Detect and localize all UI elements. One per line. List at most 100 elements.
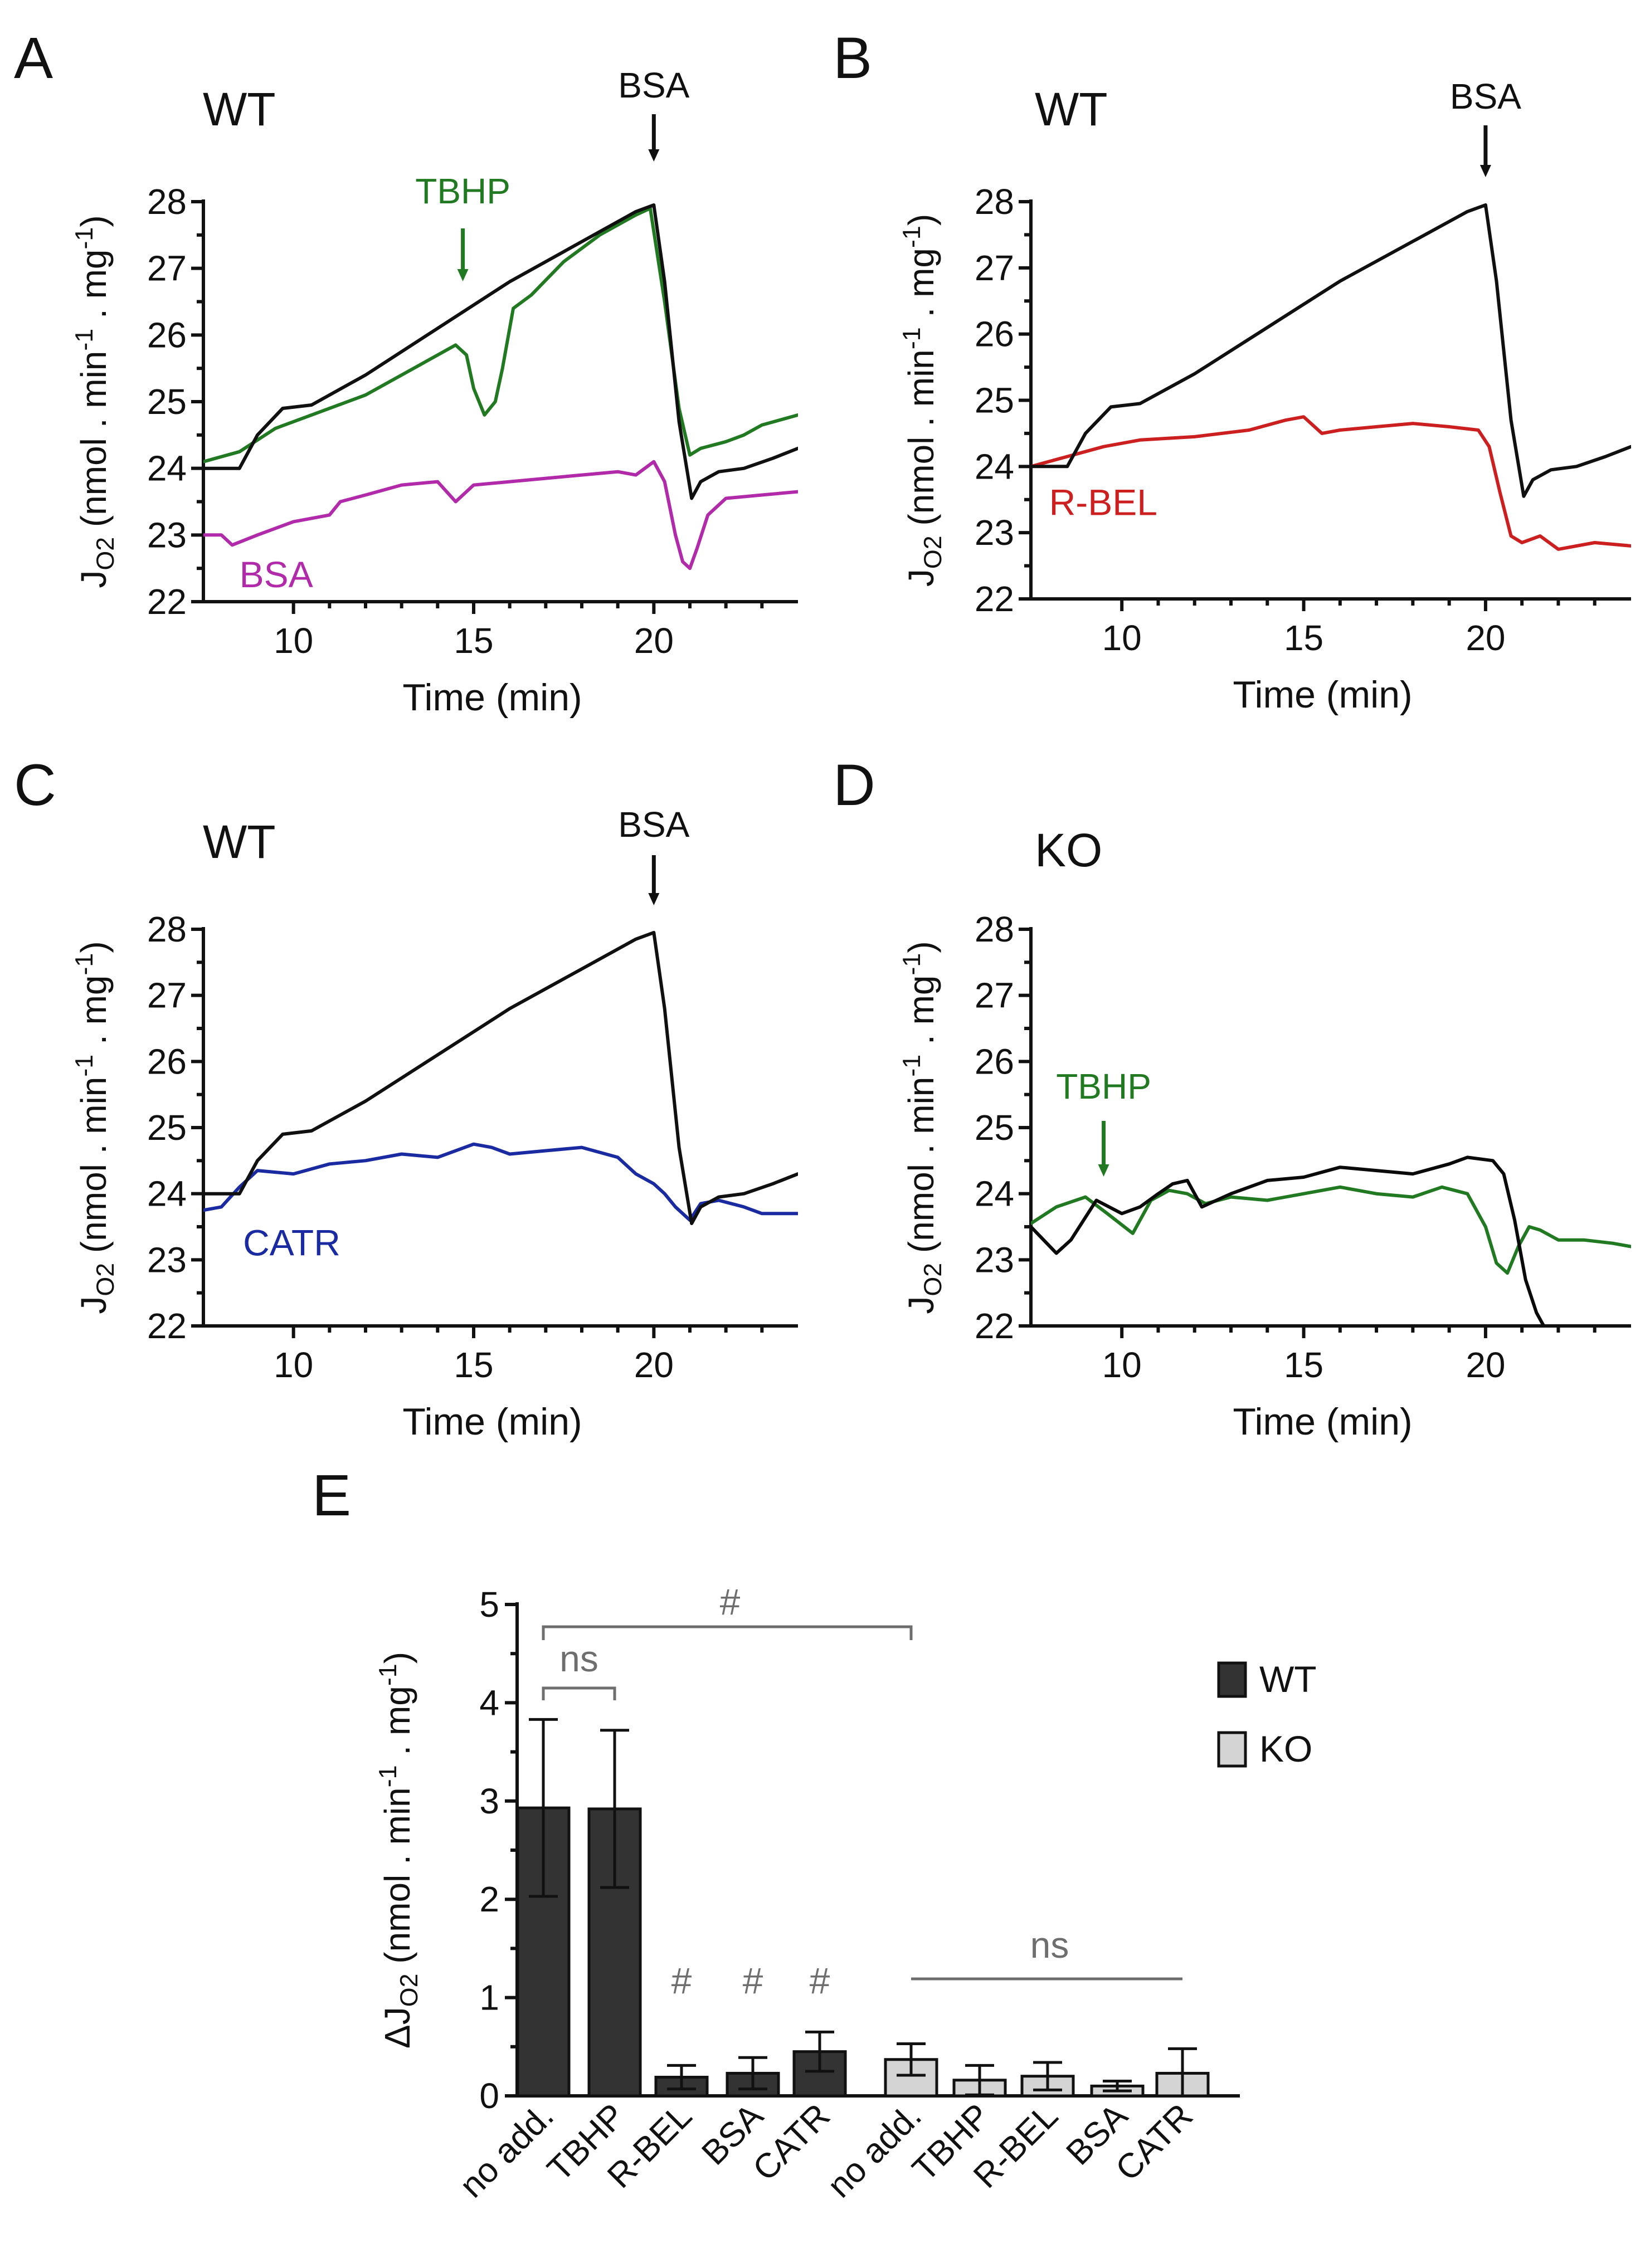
y-title-part: -1: [898, 1055, 926, 1077]
annotation-arrow-head: [1479, 165, 1491, 177]
y-title-part: J: [74, 1296, 114, 1314]
panel-letter: E: [312, 1463, 351, 1528]
category-label: no add.: [452, 2096, 561, 2205]
series-line-control: [1031, 1155, 1546, 1326]
y-title-part: J: [74, 570, 114, 588]
y-title-part: -1: [898, 226, 926, 248]
y-title-part: ): [74, 941, 114, 953]
annotation-arrow: [1479, 125, 1491, 177]
y-tick-label: 27: [975, 976, 1014, 1016]
sig-bracket: [542, 1686, 616, 1700]
sig-label: ns: [559, 1638, 598, 1679]
annotation-label: TBHP: [415, 171, 510, 211]
series-line-control: [203, 203, 798, 500]
y-tick-label: 23: [147, 515, 187, 555]
y-tick-label: 22: [975, 579, 1014, 619]
genotype-label: WT: [1035, 83, 1108, 135]
y-tick-label: 27: [147, 248, 187, 289]
panel-letter: B: [833, 26, 872, 91]
panel-b: B WT 22 23 24 25 26 27 28 10 15 20 Time (min) JO2 (nm…: [833, 26, 1631, 716]
y-title-part: (nmol . min: [901, 1077, 941, 1263]
sig-mark: #: [810, 1960, 830, 2001]
y-title-part: J: [901, 569, 941, 587]
y-tick-label: 26: [975, 314, 1014, 354]
y-title-part: O2: [919, 535, 947, 569]
panel-a: A WT 22 23 24 25 26 27 28 10 15 20 Time (min) JO2 (nm…: [14, 26, 798, 719]
y-title-part: J: [901, 1296, 941, 1314]
y-tick-label: 28: [975, 909, 1014, 949]
y-title-part: (nmol . min: [901, 349, 941, 535]
x-tick-label: 20: [634, 621, 674, 661]
y-tick-label: 22: [147, 1306, 187, 1346]
annotation-arrow: [457, 228, 469, 281]
y-tick-label: 2: [479, 1879, 499, 1919]
y-title-part: -1: [70, 953, 98, 976]
x-tick-label: 10: [1102, 618, 1142, 658]
x-axis-title: Time (min): [1233, 1401, 1412, 1443]
y-title-part: . mg: [74, 250, 114, 329]
y-tick-label: 28: [147, 909, 187, 949]
y-title-part: ): [901, 214, 941, 226]
y-title-part: ): [901, 941, 941, 953]
annotation-label: BSA: [1450, 76, 1521, 116]
y-tick-label: 24: [975, 1174, 1014, 1214]
y-tick-label: 4: [479, 1682, 499, 1723]
series-line-tbhp: [1031, 1185, 1631, 1275]
panel-d: D KO 22 23 24 25 26 27 28 10 15 20 Time (min) JO2 (nm…: [833, 753, 1631, 1443]
genotype-label: KO: [1035, 824, 1102, 876]
y-title-part: -1: [70, 1055, 98, 1077]
y-axis-title: JO2 (nmol . min-1 . mg-1): [898, 214, 947, 587]
y-title-part: -1: [374, 1765, 402, 1787]
y-tick-label: 27: [975, 248, 1014, 288]
x-tick-label: 15: [454, 1345, 493, 1385]
legend: WT KO: [1217, 1659, 1317, 1769]
y-tick-label: 23: [975, 513, 1014, 553]
category-label: no add.: [820, 2096, 929, 2205]
y-title-part: -1: [898, 953, 926, 976]
y-title-part: -1: [898, 327, 926, 349]
y-axis-title: JO2 (nmol . min-1 . mg-1): [70, 941, 119, 1314]
y-tick-label: 23: [975, 1240, 1014, 1280]
sig-mark: #: [671, 1960, 692, 2001]
y-tick-label: 25: [975, 381, 1014, 421]
series-label: BSA: [240, 554, 313, 595]
legend-swatch: [1217, 1731, 1247, 1768]
x-axis-title: Time (min): [1233, 674, 1412, 716]
y-tick-label: 25: [975, 1108, 1014, 1148]
sig-label: #: [720, 1581, 741, 1622]
y-tick-label: 24: [147, 1174, 187, 1214]
annotation-arrow-head: [457, 269, 469, 281]
panel-letter: A: [14, 26, 53, 91]
y-title-part: -1: [374, 1664, 402, 1686]
annotation-label: BSA: [618, 804, 689, 845]
y-title-part: O2: [91, 537, 119, 570]
x-tick-label: 10: [274, 621, 313, 661]
y-axis-title: ΔJO2 (nmol . min-1 . mg-1): [374, 1652, 423, 2048]
x-tick-label: 15: [1284, 1345, 1323, 1385]
x-tick-label: 20: [1466, 1345, 1505, 1385]
panel-letter: D: [833, 753, 875, 818]
x-axis-title: Time (min): [402, 676, 582, 719]
y-tick-label: 26: [147, 1041, 187, 1081]
y-title-part: ): [74, 215, 114, 227]
x-tick-label: 15: [1284, 618, 1323, 658]
y-tick-label: 25: [147, 382, 187, 422]
legend-swatch: [1217, 1661, 1247, 1698]
y-title-part: O2: [395, 1974, 423, 2007]
annotation-arrow: [648, 855, 660, 905]
y-title-part: . mg: [901, 976, 941, 1055]
annotation-arrow-head: [1098, 1164, 1109, 1177]
y-tick-label: 24: [147, 448, 187, 489]
y-tick-label: 24: [975, 446, 1014, 486]
series-label: CATR: [243, 1222, 340, 1264]
y-title-part: . mg: [74, 976, 114, 1055]
y-axis-title: JO2 (nmol . min-1 . mg-1): [70, 215, 119, 588]
y-tick-label: 26: [147, 315, 187, 355]
genotype-label: WT: [203, 816, 276, 868]
y-title-part: O2: [919, 1263, 947, 1296]
series-line-tbhp: [203, 207, 798, 464]
x-axis-title: Time (min): [402, 1401, 582, 1443]
y-title-part: . mg: [377, 1686, 417, 1765]
